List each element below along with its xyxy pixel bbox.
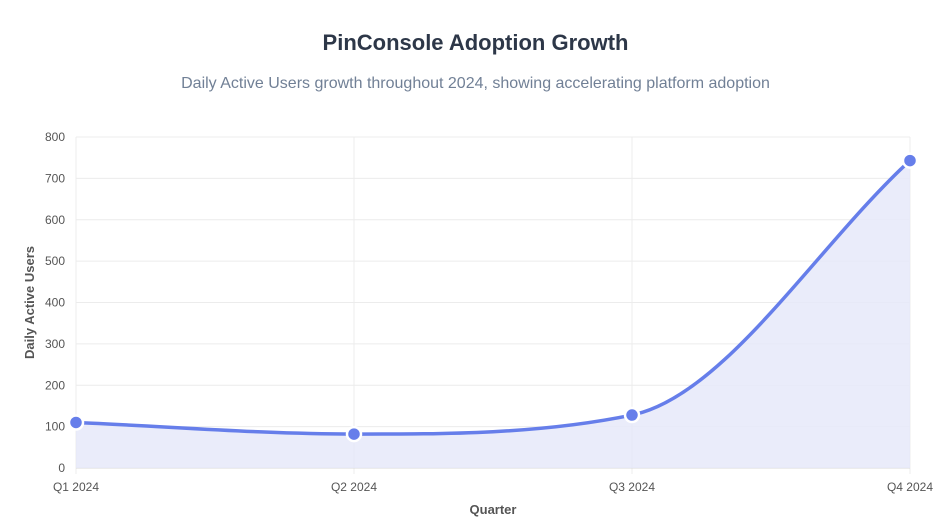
y-axis-title: Daily Active Users: [22, 246, 37, 359]
y-tick-label: 200: [45, 378, 65, 392]
y-tick-label: 700: [45, 171, 65, 185]
x-axis-ticks: Q1 2024 Q2 2024 Q3 2024 Q4 2024: [53, 480, 933, 494]
y-tick-label: 300: [45, 337, 65, 351]
y-tick-label: 800: [45, 130, 65, 144]
data-point: [623, 406, 641, 424]
data-point: [67, 414, 85, 431]
chart-subtitle: Daily Active Users growth throughout 202…: [181, 75, 770, 92]
data-point: [901, 152, 919, 169]
y-tick-label: 100: [45, 420, 65, 434]
y-tick-label: 400: [45, 296, 65, 310]
data-points: [67, 152, 919, 443]
y-tick-label: 0: [58, 461, 65, 475]
data-point: [345, 425, 363, 443]
y-axis-ticks: 0 100 200 300 400 500 600 700 800: [45, 130, 65, 475]
chart-title: PinConsole Adoption Growth: [322, 30, 629, 55]
y-tick-label: 600: [45, 213, 65, 227]
y-tick-label: 500: [45, 254, 65, 268]
x-tick-label: Q4 2024: [887, 480, 933, 494]
x-tick-label: Q1 2024: [53, 480, 99, 494]
x-tick-label: Q2 2024: [331, 480, 377, 494]
x-tick-label: Q3 2024: [609, 480, 655, 494]
area-fill: [76, 160, 910, 469]
x-axis-title: Quarter: [470, 502, 517, 517]
series-line: [74, 158, 912, 436]
